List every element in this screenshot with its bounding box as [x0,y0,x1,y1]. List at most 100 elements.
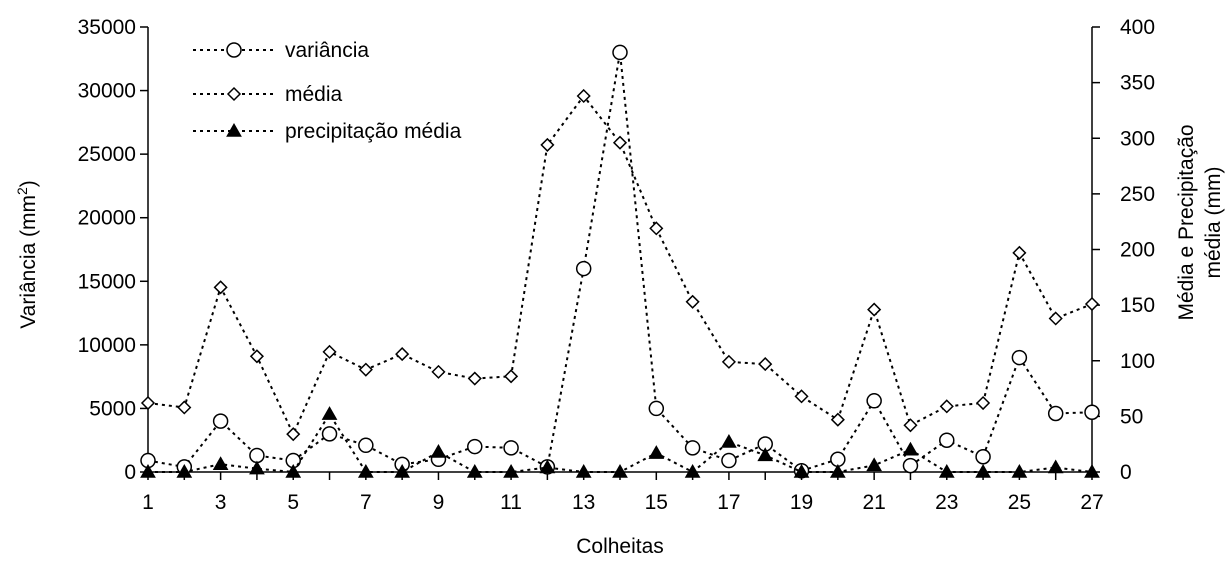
data-point [1012,245,1027,260]
y-right-tick-label: 100 [1120,350,1155,373]
y-right-tick-label: 150 [1120,294,1155,317]
data-point [1084,296,1100,312]
axes: 0 5000 10000 15000 20000 25000 30000 35000 0 50 10… [78,16,1155,514]
series-circle [140,44,1100,479]
y-left-tick-label: 20000 [78,207,136,230]
data-point [575,463,592,478]
x-tick-label: 19 [790,491,813,514]
data-point [1047,459,1064,474]
data-point [829,463,846,478]
data-point [903,418,918,433]
y-right-tick-label: 50 [1120,405,1143,428]
data-point [1011,463,1028,478]
data-point [140,395,156,411]
data-point [866,393,882,409]
data-point [576,88,591,104]
x-tick-label: 9 [433,491,445,514]
data-point [140,463,156,478]
data-point [540,137,555,152]
y-right-tick-label: 350 [1120,72,1155,95]
data-point [504,369,519,384]
legend-label: variância [285,39,369,62]
y-right-tick-label: 200 [1120,239,1155,262]
data-point [395,347,410,362]
data-point [830,412,845,427]
data-point [321,426,338,442]
data-point [685,294,700,309]
data-point [249,349,264,364]
legend-item: média [193,83,343,106]
data-point [793,463,810,478]
data-point [249,460,265,475]
data-point [684,463,701,478]
y-axis-right-title-line1: Média e Precipitação [1175,124,1198,320]
data-point [176,463,193,478]
legend-marker [226,42,242,58]
legend-item: precipitação média [193,120,462,143]
data-point [721,433,737,448]
y-left-tick-label: 35000 [78,16,136,39]
data-point [1084,463,1100,478]
data-point [867,302,882,317]
data-point [430,443,447,458]
data-point [431,364,446,379]
data-point [866,457,883,472]
y-left-tick-label: 0 [124,461,136,484]
data-point [467,371,482,386]
data-point [394,463,411,478]
legend-label: média [285,83,343,106]
legend-marker [226,122,242,137]
x-tick-label: 17 [717,491,740,514]
y-axis-left-title: Variância (mm2) [14,180,40,329]
data-point [939,399,954,414]
data-point [1011,349,1028,366]
legend-marker [226,86,242,102]
data-point [358,437,374,454]
data-point [286,427,301,442]
data-point [539,459,556,474]
x-tick-label: 7 [360,491,372,514]
x-tick-label: 25 [1008,491,1031,514]
x-tick-label: 23 [935,491,958,514]
data-point [285,463,302,478]
data-point [648,445,665,459]
y-axis-left-title-main: Variância (mm [17,195,40,329]
data-point [902,457,919,474]
legend: variância média precipitação média [193,39,462,143]
series-diamond [140,88,1100,442]
data-point [1048,311,1063,326]
series-triangle [140,406,1100,478]
data-point [503,463,519,478]
data-point [794,389,809,404]
data-point [649,221,664,236]
data-point [976,395,991,411]
x-tick-label: 11 [500,491,522,514]
legend-label: precipitação média [285,120,462,143]
y-left-tick-label: 5000 [89,397,136,420]
x-tick-label: 21 [862,491,885,514]
y-axis-left-title-end: ) [17,180,40,187]
x-tick-label: 15 [645,491,668,514]
data-point [467,438,483,455]
data-point [757,447,774,462]
series-layer [140,44,1100,479]
data-point [466,463,483,478]
data-point [249,447,265,464]
data-point [758,357,773,372]
x-tick-label: 1 [142,491,154,514]
data-point [212,413,229,429]
data-point [212,456,229,470]
y-right-tick-label: 250 [1120,183,1155,206]
x-axis-title: Colheitas [576,535,664,558]
data-point [503,440,519,456]
y-right-tick-label: 400 [1120,16,1155,39]
y-right-tick-label: 300 [1120,127,1155,150]
data-point [357,463,374,478]
y-axis-left-title-sup: 2 [14,187,30,195]
y-left-tick-label: 10000 [78,334,136,357]
y-left-tick-label: 30000 [78,80,136,103]
data-point [213,280,228,295]
data-point [902,441,919,456]
